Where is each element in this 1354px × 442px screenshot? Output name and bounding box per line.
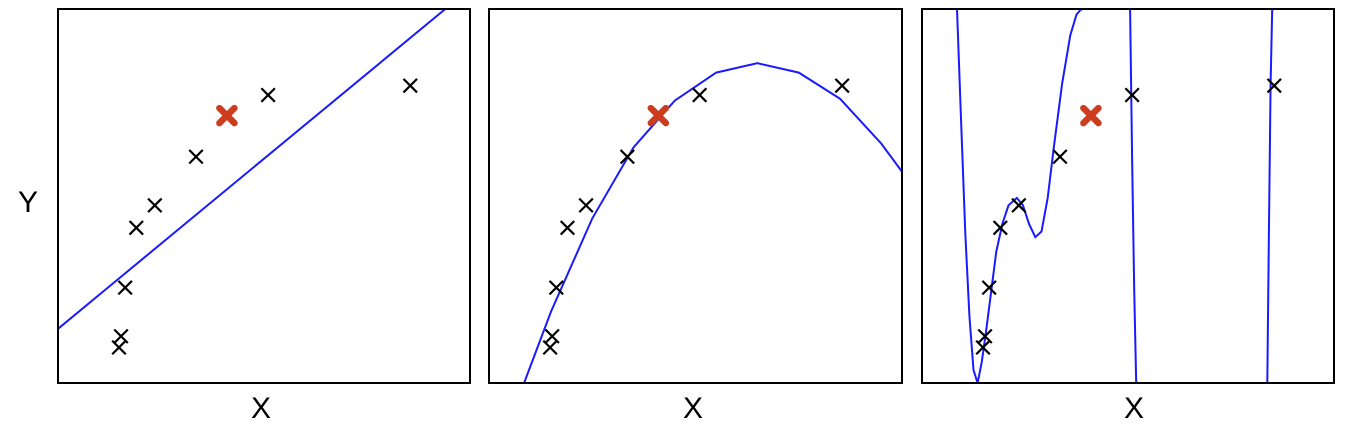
data-point: [1052, 149, 1068, 165]
plot-frame: [488, 8, 903, 384]
data-point: [117, 280, 133, 296]
data-point: [147, 197, 163, 213]
data-point: [544, 328, 560, 344]
data-point: [128, 220, 144, 236]
data-point: [1124, 87, 1140, 103]
highlighted-point: [647, 104, 670, 127]
fit-line: [58, 9, 446, 330]
data-point: [619, 149, 635, 165]
fit-line: [523, 62, 902, 383]
data-point: [402, 78, 418, 94]
y-axis-label: Y: [18, 186, 39, 219]
data-point: [992, 220, 1008, 236]
data-point: [559, 220, 576, 236]
data-point: [692, 87, 708, 103]
x-axis-label-left: X: [251, 392, 272, 425]
scatter-panel-linear-fit: [57, 8, 471, 384]
data-point: [834, 78, 850, 94]
data-point: [188, 149, 204, 165]
data-point: [260, 87, 276, 103]
data-point: [548, 280, 564, 296]
data-point: [977, 328, 993, 344]
data-point: [1011, 197, 1027, 213]
scatter-panel-quadratic-fit: [488, 8, 903, 384]
data-point: [981, 280, 997, 296]
data-point: [113, 328, 129, 344]
plot-frame: [921, 8, 1335, 384]
scatter-panel-overfit-curve: [921, 8, 1335, 384]
data-point: [1266, 78, 1282, 94]
data-point: [578, 197, 594, 213]
highlighted-point: [216, 104, 238, 127]
highlighted-point: [1080, 104, 1102, 127]
x-axis-label-right: X: [1124, 392, 1145, 425]
plot-frame: [57, 8, 471, 384]
x-axis-label-middle: X: [683, 392, 704, 425]
fit-line: [956, 9, 1274, 383]
